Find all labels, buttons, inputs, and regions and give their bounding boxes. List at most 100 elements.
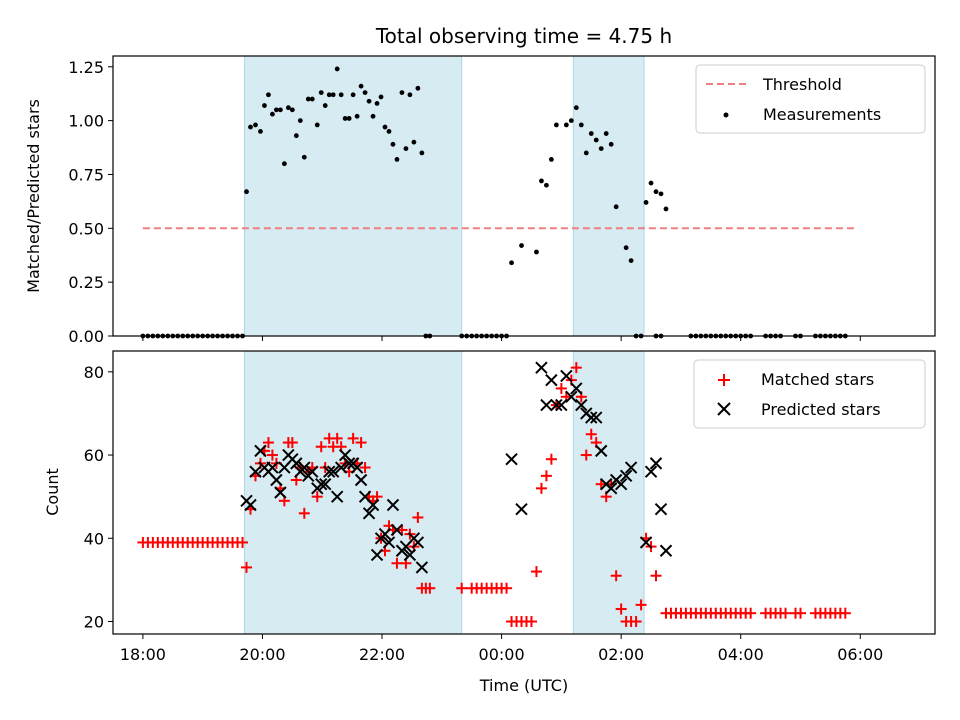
chart-title: Total observing time = 4.75 h	[375, 24, 672, 48]
legend-matched-swatch	[718, 374, 730, 386]
predicted-star-mark	[323, 465, 336, 478]
matched-star-point	[585, 428, 597, 440]
predicted-star-mark	[540, 398, 553, 412]
matched-star-point	[237, 536, 249, 548]
y-tick-label: 0.50	[68, 219, 104, 238]
bottom-y-ticks: 20 40 60 80	[84, 363, 113, 632]
matched-star-point	[424, 582, 436, 594]
predicted-star-mark	[654, 502, 668, 516]
matched-star-point	[555, 382, 567, 394]
predicted-star-mark	[366, 498, 380, 512]
x-tick-label: 00:00	[479, 645, 525, 664]
legend-predicted-label: Predicted stars	[761, 400, 881, 419]
legend-matched-label: Matched stars	[761, 370, 874, 389]
predicted-star-mark	[515, 502, 528, 516]
matched-star-point	[315, 441, 327, 453]
y-tick-label: 0.75	[68, 165, 104, 184]
predicted-star-mark	[370, 548, 384, 562]
measurement-point	[399, 90, 405, 96]
measurement-point	[374, 100, 380, 106]
y-tick-label: 0.00	[68, 327, 104, 346]
predicted-star-mark	[274, 486, 287, 499]
count-points	[137, 361, 851, 628]
measurement-point	[588, 131, 594, 136]
predicted-star-mark	[342, 457, 356, 470]
measurement-point	[394, 156, 400, 162]
predicted-star-point	[249, 465, 262, 478]
measurement-point	[519, 243, 524, 248]
predicted-star-point	[649, 457, 663, 470]
matched-star-point	[412, 511, 424, 523]
predicted-star-point	[565, 390, 578, 403]
predicted-star-mark	[649, 457, 663, 470]
y-tick-label: 1.25	[68, 58, 104, 77]
predicted-star-point	[415, 561, 429, 574]
top-axes-frame	[112, 55, 936, 337]
predicted-star-point	[540, 398, 553, 412]
measurement-point	[293, 133, 299, 139]
measurement-point	[318, 90, 324, 96]
matched-star-point	[610, 570, 622, 582]
measurement-point	[326, 92, 332, 98]
predicted-star-point	[535, 361, 548, 374]
legend-threshold-label: Threshold	[762, 75, 842, 94]
measurement-point	[593, 137, 599, 143]
predicted-star-mark	[624, 461, 638, 474]
matched-star-point	[780, 607, 792, 619]
predicted-star-point	[323, 465, 336, 478]
predicted-star-mark	[595, 444, 608, 458]
predicted-star-point	[614, 477, 628, 491]
predicted-star-point	[306, 465, 319, 478]
x-tick-label: 18:00	[120, 645, 166, 664]
predicted-star-point	[319, 477, 332, 491]
predicted-star-point	[545, 373, 558, 387]
measurement-point	[370, 113, 376, 119]
matched-star-point	[501, 582, 513, 594]
measurement-point	[382, 124, 388, 130]
predicted-star-point	[555, 398, 568, 412]
bottom-axes-frame	[112, 350, 936, 635]
measurement-point	[419, 150, 425, 156]
measurement-point	[663, 206, 669, 212]
predicted-star-point	[382, 536, 396, 549]
predicted-star-mark	[614, 477, 628, 491]
predicted-star-mark	[411, 536, 425, 549]
measurement-point	[411, 139, 417, 145]
predicted-star-point	[326, 465, 340, 478]
measurement-point	[289, 107, 295, 113]
predicted-star-mark	[403, 548, 417, 562]
predicted-star-mark	[619, 469, 633, 483]
predicted-star-mark	[639, 536, 653, 549]
measurement-point	[253, 122, 258, 128]
measurement-point	[534, 249, 539, 255]
predicted-star-mark	[354, 473, 368, 487]
predicted-star-mark	[545, 373, 558, 387]
measurement-point	[583, 150, 589, 156]
predicted-star-mark	[390, 523, 404, 537]
predicted-star-point	[575, 398, 588, 412]
matched-star-point	[331, 432, 343, 444]
predicted-star-mark	[659, 544, 673, 557]
predicted-star-point	[315, 477, 328, 491]
predicted-star-mark	[362, 507, 376, 520]
predicted-star-point	[411, 536, 425, 549]
measurement-point	[270, 111, 275, 117]
matched-star-point	[745, 607, 757, 619]
matched-star-point	[355, 437, 367, 449]
measurement-point	[648, 180, 654, 186]
predicted-star-mark	[350, 461, 364, 474]
top-legend-box	[695, 64, 926, 134]
x-tick-label: 06:00	[837, 645, 883, 664]
predicted-star-point	[254, 444, 267, 458]
predicted-star-mark	[249, 465, 262, 478]
predicted-star-point	[595, 444, 608, 458]
measurement-point	[578, 122, 584, 128]
measurement-point	[573, 105, 579, 111]
matched-star-point	[650, 570, 662, 582]
measurement-point	[509, 260, 514, 266]
predicted-star-point	[266, 461, 279, 474]
measurement-point	[366, 98, 372, 104]
predicted-star-point	[362, 507, 376, 520]
predicted-star-point	[244, 498, 257, 512]
